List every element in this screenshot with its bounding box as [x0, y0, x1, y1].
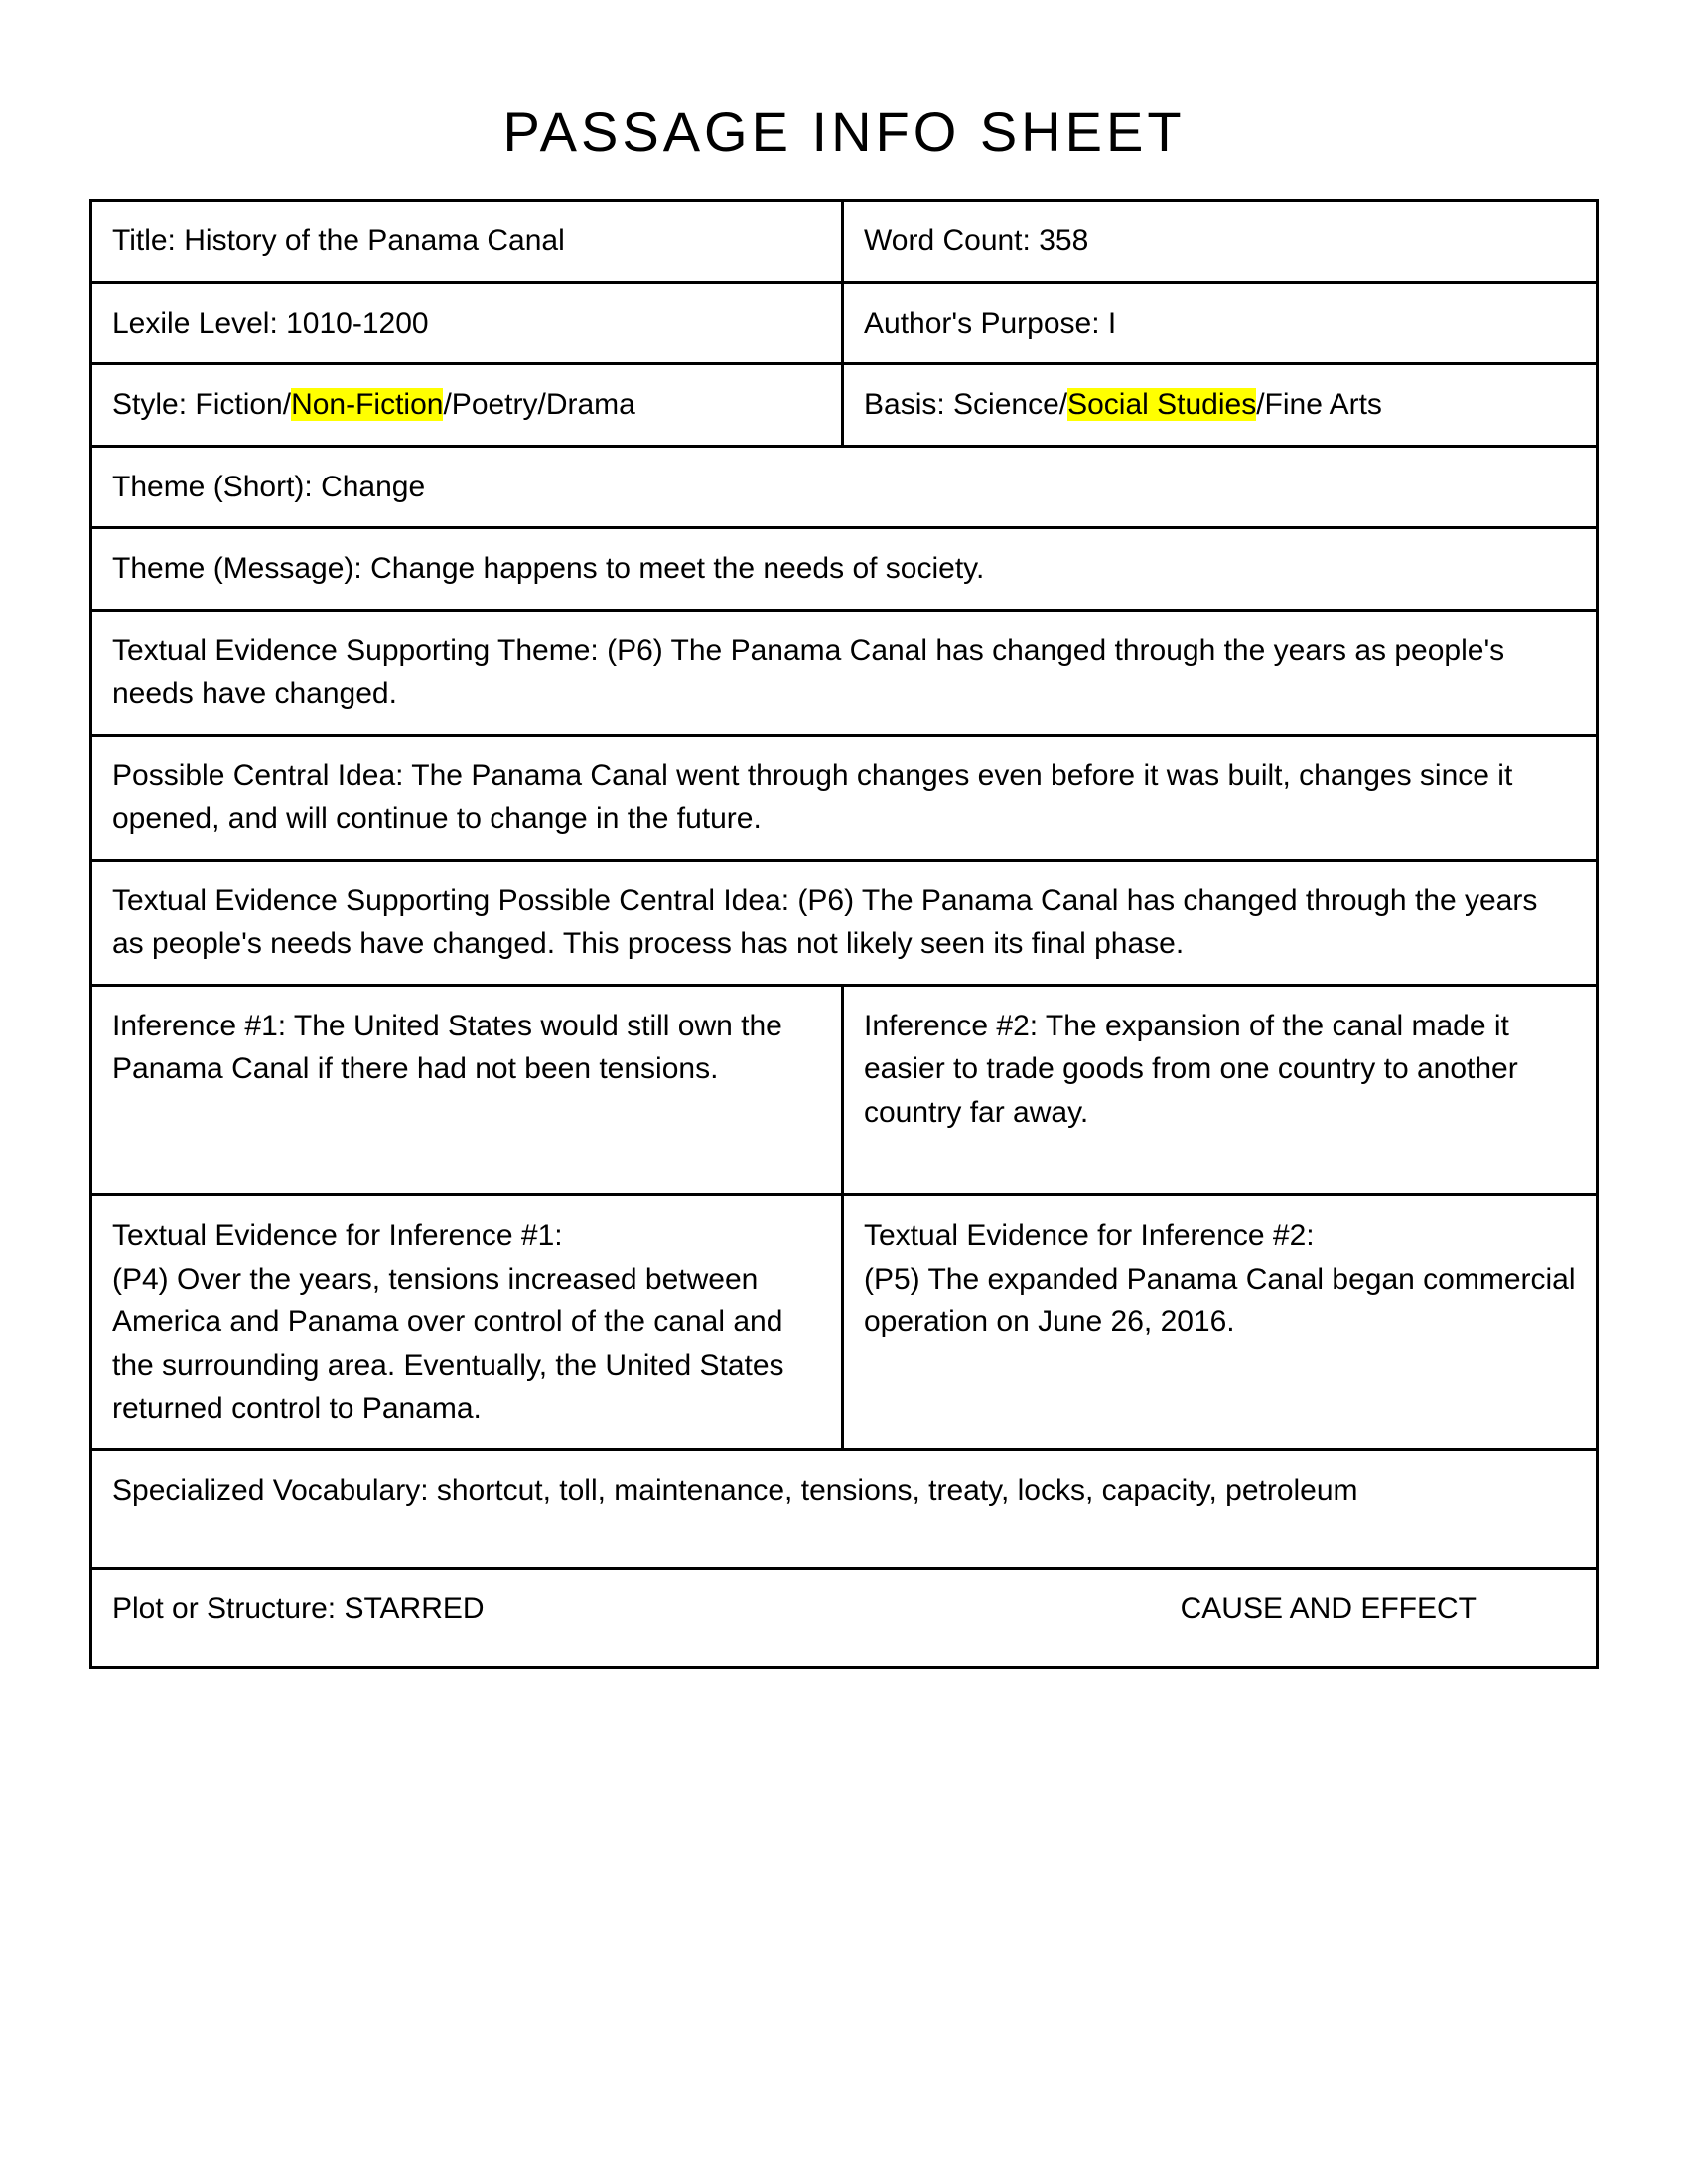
cell-theme-message: Theme (Message): Change happens to meet … — [92, 529, 1596, 609]
row-style-basis: Style: Fiction/Non-Fiction/Poetry/Drama … — [92, 365, 1596, 448]
style-opt1: Fiction/ — [195, 388, 291, 421]
basis-opt3: /Fine Arts — [1256, 388, 1382, 421]
theme-short-label: Theme (Short): — [112, 471, 321, 503]
cell-inf1-evidence: Textual Evidence for Inference #1: (P4) O… — [92, 1196, 844, 1448]
vocab-value: shortcut, toll, maintenance, tensions, t… — [437, 1474, 1358, 1507]
cell-title: Title: History of the Panama Canal — [92, 202, 844, 281]
lexile-label: Lexile Level: — [112, 307, 286, 340]
row-structure: Plot or Structure: STARRED CAUSE AND EFF… — [92, 1570, 1596, 1666]
cell-basis: Basis: Science/Social Studies/Fine Arts — [844, 365, 1596, 445]
cell-inference2: Inference #2: The expansion of the canal… — [844, 987, 1596, 1194]
row-title-wordcount: Title: History of the Panama Canal Word … — [92, 202, 1596, 284]
row-inferences: Inference #1: The United States would st… — [92, 987, 1596, 1197]
row-ci-evidence: Textual Evidence Supporting Possible Cen… — [92, 862, 1596, 987]
cell-theme-evidence: Textual Evidence Supporting Theme: (P6) … — [92, 612, 1596, 734]
style-opt3: /Poetry/Drama — [443, 388, 634, 421]
inf1-ev-label: Textual Evidence for Inference #1: — [112, 1219, 563, 1252]
basis-highlighted: Social Studies — [1067, 388, 1256, 421]
ci-evidence-label: Textual Evidence Supporting Possible Cen… — [112, 885, 797, 917]
style-label: Style: — [112, 388, 195, 421]
row-central-idea: Possible Central Idea: The Panama Canal … — [92, 737, 1596, 862]
inf2-ev-value: (P5) The expanded Panama Canal began com… — [864, 1263, 1576, 1339]
style-highlighted: Non-Fiction — [291, 388, 443, 421]
row-theme-message: Theme (Message): Change happens to meet … — [92, 529, 1596, 612]
cell-vocabulary: Specialized Vocabulary: shortcut, toll, … — [92, 1451, 1596, 1568]
purpose-label: Author's Purpose: — [864, 307, 1108, 340]
wordcount-label: Word Count: — [864, 224, 1039, 257]
structure-starred: STARRED — [344, 1592, 484, 1625]
row-lexile-purpose: Lexile Level: 1010-1200 Author's Purpose… — [92, 284, 1596, 366]
cell-structure: Plot or Structure: STARRED CAUSE AND EFF… — [92, 1570, 1596, 1666]
cell-wordcount: Word Count: 358 — [844, 202, 1596, 281]
basis-opt1: Science/ — [953, 388, 1067, 421]
title-value: History of the Panama Canal — [184, 224, 565, 257]
theme-msg-label: Theme (Message): — [112, 552, 370, 585]
page-title: Passage Info Sheet — [89, 99, 1599, 164]
theme-evidence-label: Textual Evidence Supporting Theme: — [112, 634, 607, 667]
info-sheet-table: Title: History of the Panama Canal Word … — [89, 199, 1599, 1669]
cell-style: Style: Fiction/Non-Fiction/Poetry/Drama — [92, 365, 844, 445]
vocab-label: Specialized Vocabulary: — [112, 1474, 437, 1507]
theme-msg-value: Change happens to meet the needs of soci… — [370, 552, 984, 585]
cell-inference1: Inference #1: The United States would st… — [92, 987, 844, 1194]
row-theme-evidence: Textual Evidence Supporting Theme: (P6) … — [92, 612, 1596, 737]
theme-short-value: Change — [321, 471, 425, 503]
purpose-value: I — [1108, 307, 1116, 340]
basis-label: Basis: — [864, 388, 953, 421]
title-label: Title: — [112, 224, 184, 257]
wordcount-value: 358 — [1039, 224, 1088, 257]
row-theme-short: Theme (Short): Change — [92, 448, 1596, 530]
inf2-ev-label: Textual Evidence for Inference #2: — [864, 1219, 1315, 1252]
lexile-value: 1010-1200 — [286, 307, 428, 340]
inf2-label: Inference #2: — [864, 1010, 1046, 1042]
cell-lexile: Lexile Level: 1010-1200 — [92, 284, 844, 363]
inf1-label: Inference #1: — [112, 1010, 294, 1042]
row-inference-evidence: Textual Evidence for Inference #1: (P4) O… — [92, 1196, 1596, 1451]
cell-purpose: Author's Purpose: I — [844, 284, 1596, 363]
structure-left: Plot or Structure: STARRED — [112, 1587, 1181, 1631]
central-idea-label: Possible Central Idea: — [112, 759, 411, 792]
inf1-ev-value: (P4) Over the years, tensions increased … — [112, 1263, 784, 1426]
structure-label: Plot or Structure: — [112, 1592, 344, 1625]
cell-inf2-evidence: Textual Evidence for Inference #2: (P5) T… — [844, 1196, 1596, 1448]
structure-value: CAUSE AND EFFECT — [1181, 1587, 1576, 1631]
cell-theme-short: Theme (Short): Change — [92, 448, 1596, 527]
cell-central-idea: Possible Central Idea: The Panama Canal … — [92, 737, 1596, 859]
row-vocabulary: Specialized Vocabulary: shortcut, toll, … — [92, 1451, 1596, 1570]
cell-ci-evidence: Textual Evidence Supporting Possible Cen… — [92, 862, 1596, 984]
